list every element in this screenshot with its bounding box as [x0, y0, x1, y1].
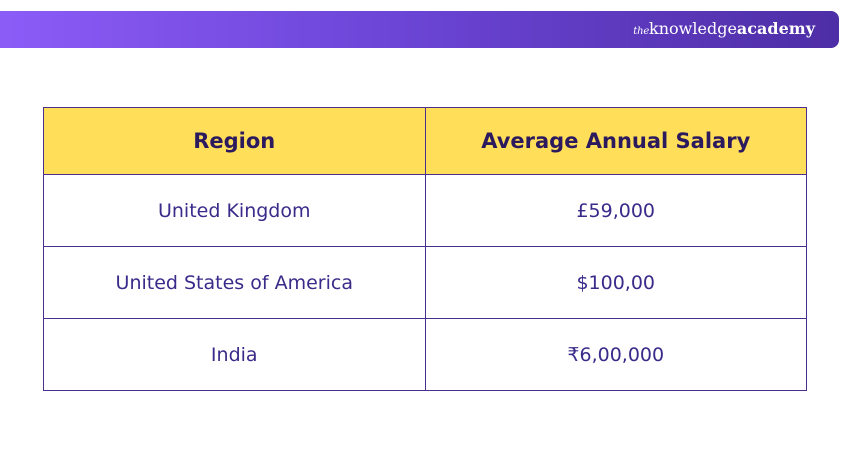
table-body: United Kingdom £59,000 United States of …	[43, 174, 807, 391]
brand-logo-knowledge: knowledge	[649, 19, 737, 38]
table-header-row: Region Average Annual Salary	[43, 107, 807, 175]
salary-cell: $100,00	[424, 246, 807, 319]
table-row: United States of America $100,00	[43, 246, 807, 319]
table-row: United Kingdom £59,000	[43, 174, 807, 247]
brand-logo-academy: academy	[736, 19, 815, 38]
table-row: India ₹6,00,000	[43, 318, 807, 391]
column-header-salary: Average Annual Salary	[424, 107, 807, 175]
header-banner: theknowledgeacademy	[0, 11, 839, 48]
region-cell: United States of America	[43, 246, 426, 319]
column-header-region: Region	[43, 107, 426, 175]
brand-logo-the: the	[633, 26, 650, 37]
salary-cell: £59,000	[424, 174, 807, 247]
salary-table: Region Average Annual Salary United King…	[43, 107, 807, 391]
salary-cell: ₹6,00,000	[424, 318, 807, 391]
region-cell: United Kingdom	[43, 174, 426, 247]
brand-logo: theknowledgeacademy	[633, 19, 815, 42]
region-cell: India	[43, 318, 426, 391]
table-header: Region Average Annual Salary	[43, 107, 807, 175]
salary-table-container: Region Average Annual Salary United King…	[43, 107, 807, 391]
